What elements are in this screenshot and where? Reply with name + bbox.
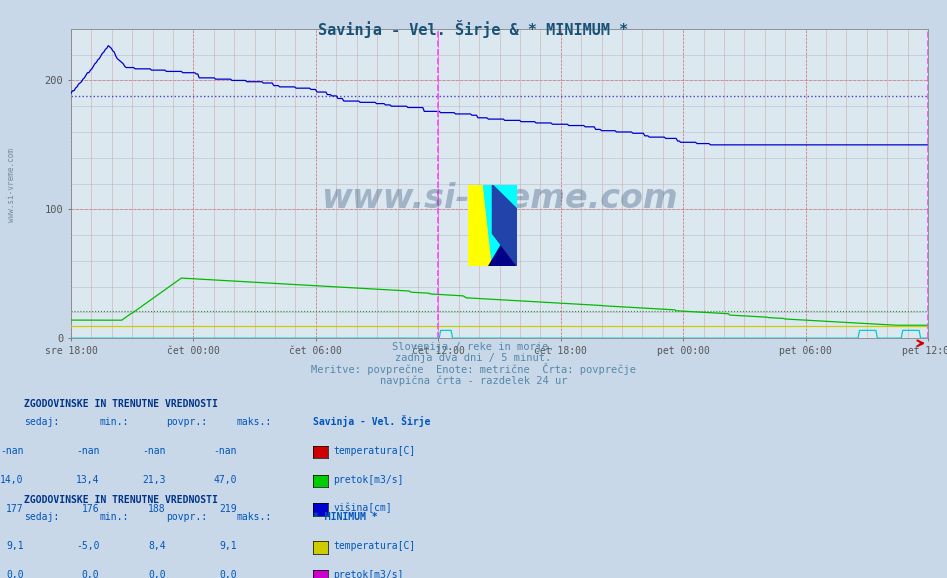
Text: povpr.:: povpr.:: [166, 512, 206, 522]
Text: 14,0: 14,0: [0, 475, 24, 484]
Text: min.:: min.:: [99, 512, 129, 522]
Text: 177: 177: [6, 503, 24, 513]
Text: povpr.:: povpr.:: [166, 417, 206, 427]
Text: sedaj:: sedaj:: [24, 417, 59, 427]
Text: -nan: -nan: [142, 446, 166, 455]
Text: 9,1: 9,1: [6, 541, 24, 551]
Text: 0,0: 0,0: [6, 570, 24, 578]
Text: 0,0: 0,0: [219, 570, 237, 578]
Text: maks.:: maks.:: [237, 512, 272, 522]
Text: www.si-vreme.com: www.si-vreme.com: [321, 183, 678, 216]
Text: maks.:: maks.:: [237, 417, 272, 427]
Text: 0,0: 0,0: [148, 570, 166, 578]
Text: 9,1: 9,1: [219, 541, 237, 551]
Text: temperatura[C]: temperatura[C]: [333, 446, 416, 455]
Text: 8,4: 8,4: [148, 541, 166, 551]
Text: min.:: min.:: [99, 417, 129, 427]
Text: pretok[m3/s]: pretok[m3/s]: [333, 475, 403, 484]
Text: 47,0: 47,0: [213, 475, 237, 484]
Text: 188: 188: [148, 503, 166, 513]
Text: Slovenija / reke in morje.: Slovenija / reke in morje.: [392, 342, 555, 351]
Text: -nan: -nan: [76, 446, 99, 455]
Text: sedaj:: sedaj:: [24, 512, 59, 522]
Text: temperatura[C]: temperatura[C]: [333, 541, 416, 551]
Text: 0,0: 0,0: [81, 570, 99, 578]
Text: 21,3: 21,3: [142, 475, 166, 484]
Text: Savinja - Vel. Širje: Savinja - Vel. Širje: [313, 415, 430, 427]
Polygon shape: [483, 185, 517, 266]
Text: 176: 176: [81, 503, 99, 513]
Text: -nan: -nan: [0, 446, 24, 455]
Text: ZGODOVINSKE IN TRENUTNE VREDNOSTI: ZGODOVINSKE IN TRENUTNE VREDNOSTI: [24, 495, 218, 505]
Text: 219: 219: [219, 503, 237, 513]
Polygon shape: [492, 185, 517, 266]
Text: -nan: -nan: [213, 446, 237, 455]
Text: Savinja - Vel. Širje & * MINIMUM *: Savinja - Vel. Širje & * MINIMUM *: [318, 20, 629, 38]
Polygon shape: [468, 185, 492, 266]
Text: navpična črta - razdelek 24 ur: navpična črta - razdelek 24 ur: [380, 376, 567, 386]
Text: 13,4: 13,4: [76, 475, 99, 484]
Text: -5,0: -5,0: [76, 541, 99, 551]
Text: Meritve: povprečne  Enote: metrične  Črta: povprečje: Meritve: povprečne Enote: metrične Črta:…: [311, 363, 636, 375]
Text: zadnja dva dni / 5 minut.: zadnja dva dni / 5 minut.: [396, 353, 551, 363]
Polygon shape: [488, 217, 517, 266]
Text: ZGODOVINSKE IN TRENUTNE VREDNOSTI: ZGODOVINSKE IN TRENUTNE VREDNOSTI: [24, 399, 218, 409]
Text: višina[cm]: višina[cm]: [333, 503, 392, 513]
Text: pretok[m3/s]: pretok[m3/s]: [333, 570, 403, 578]
Text: * MINIMUM *: * MINIMUM *: [313, 512, 377, 522]
Text: www.si-vreme.com: www.si-vreme.com: [7, 148, 16, 222]
